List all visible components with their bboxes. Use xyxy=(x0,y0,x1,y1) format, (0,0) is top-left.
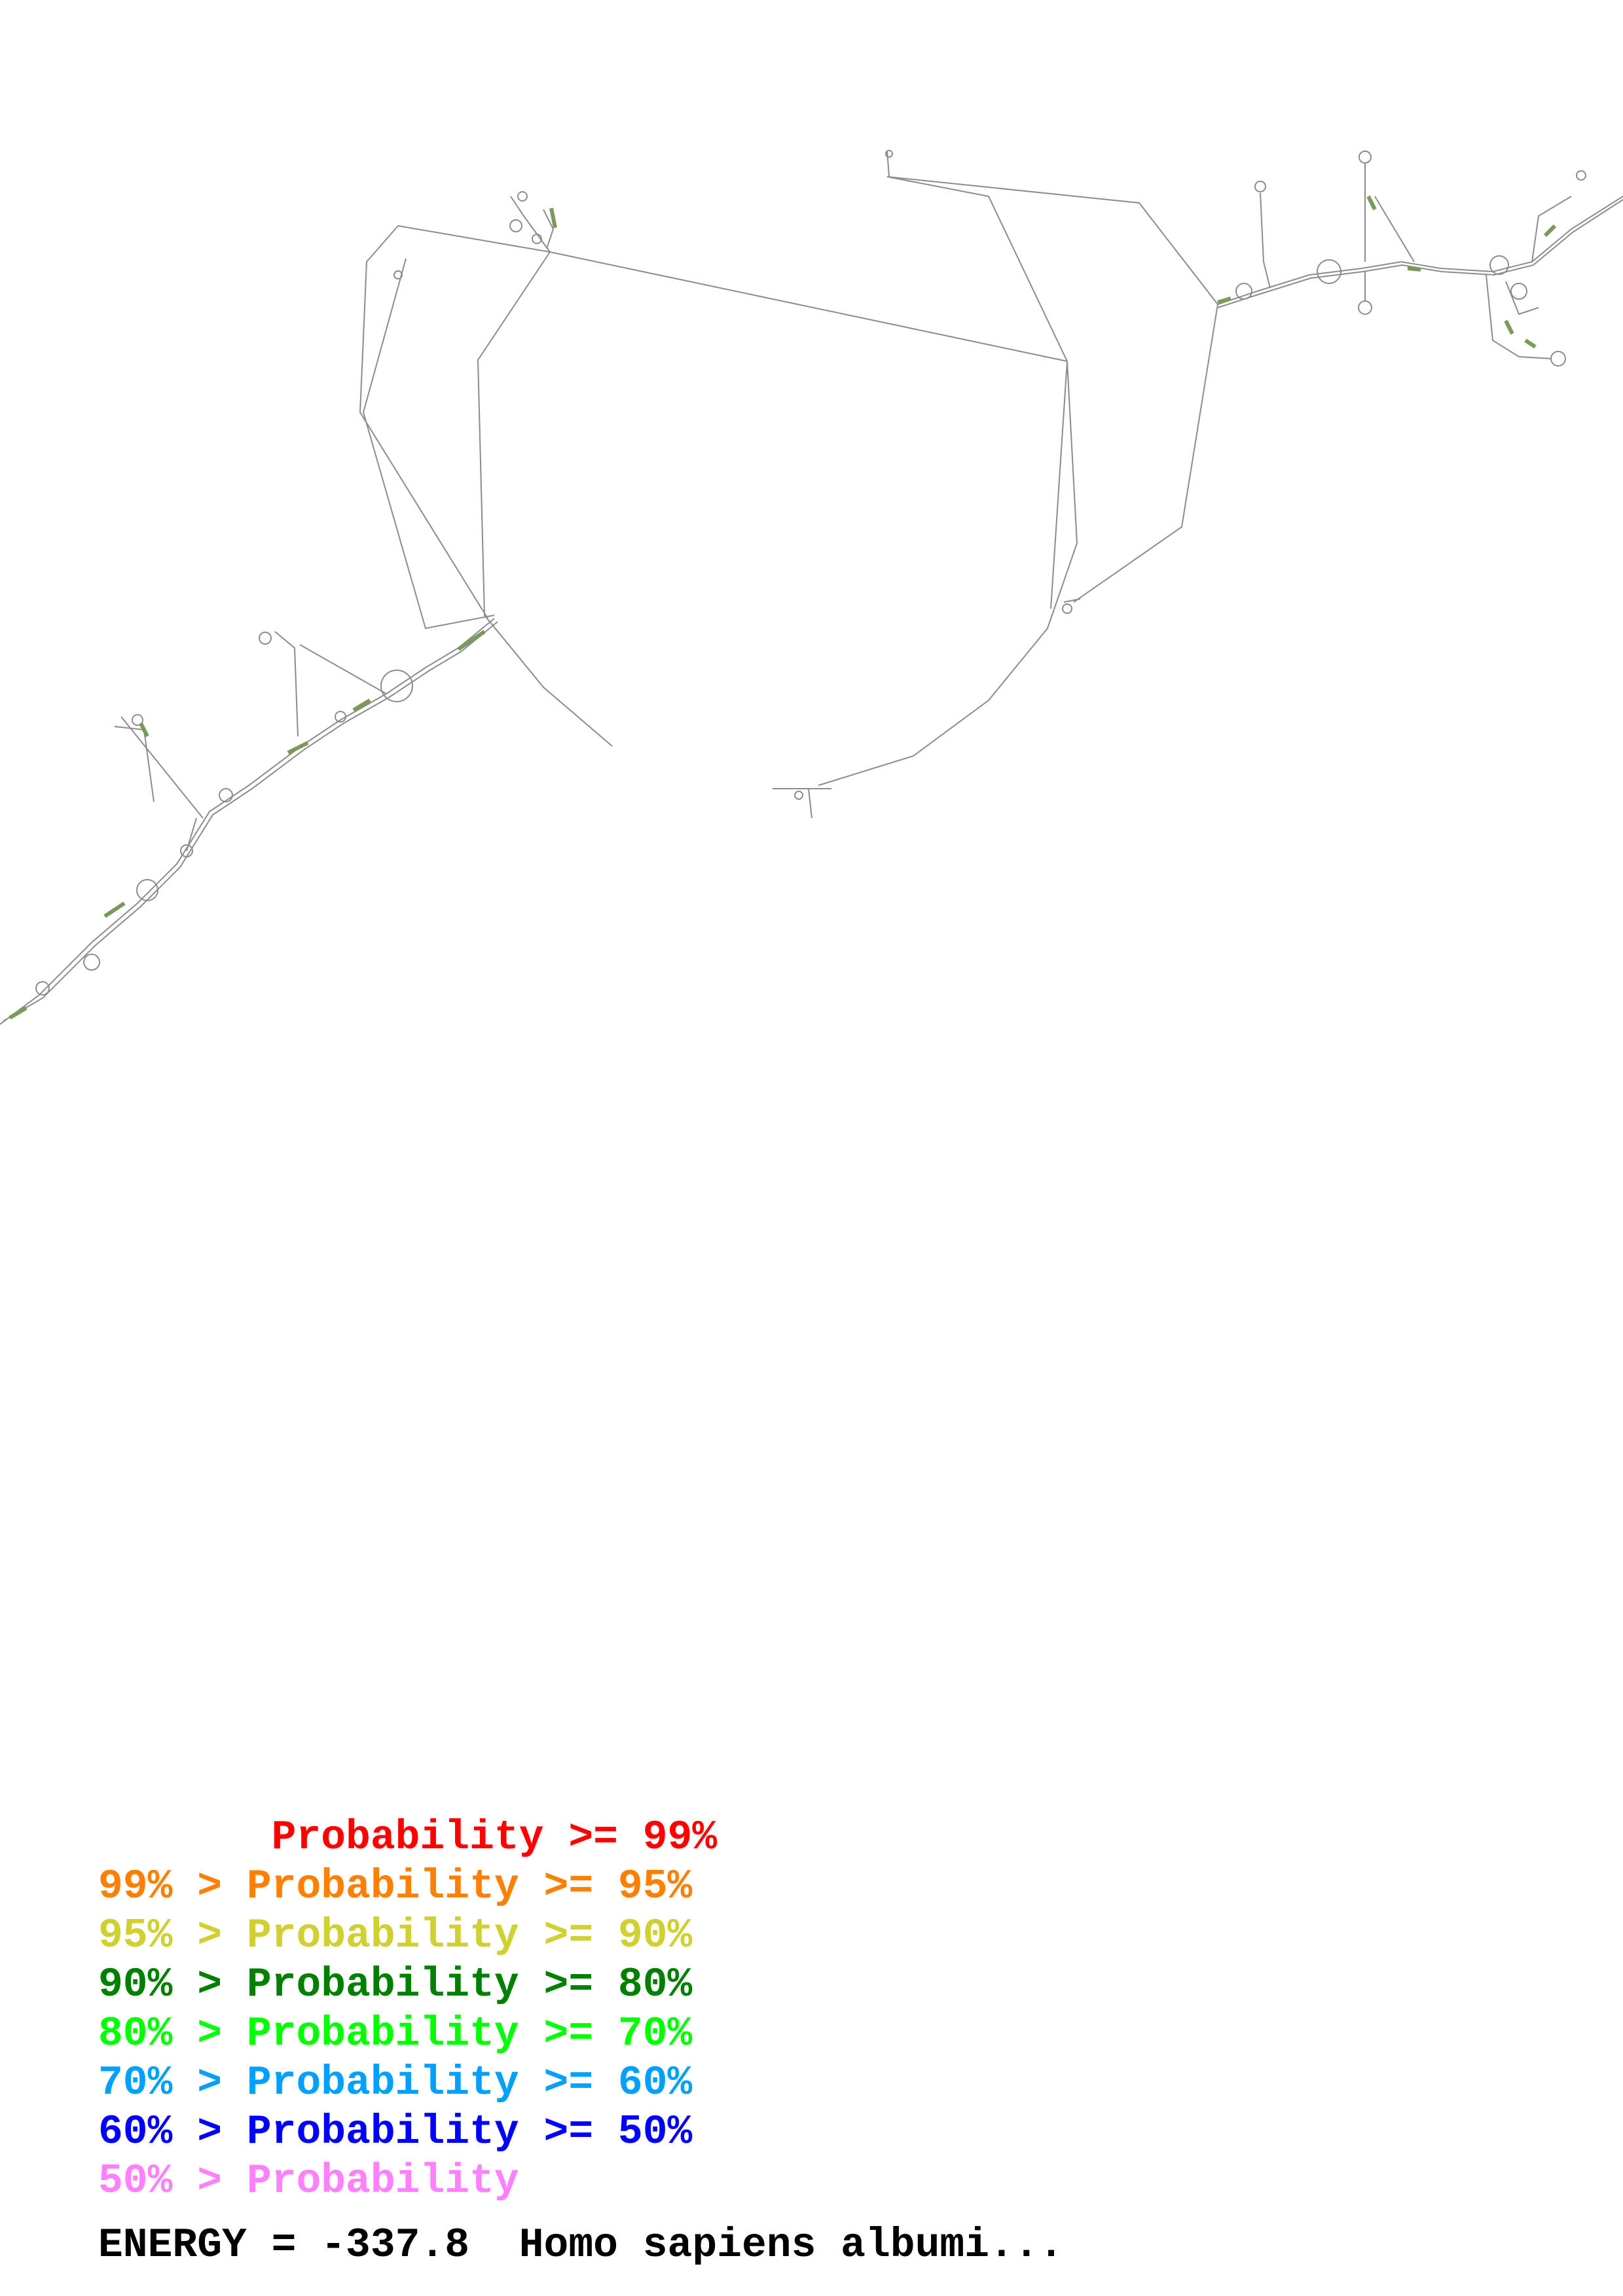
hairpin-loop xyxy=(259,632,272,645)
hairpin-loop xyxy=(794,791,803,800)
backbone-line xyxy=(886,176,1218,305)
rna-secondary-structure-diagram xyxy=(0,150,1623,1025)
helix-stem xyxy=(139,722,149,738)
helix-stem xyxy=(103,901,126,918)
backbone-line xyxy=(1217,196,1623,305)
backbone-line xyxy=(1050,361,1068,609)
hairpin-loop xyxy=(1576,170,1586,181)
hairpin-loop xyxy=(1358,300,1372,315)
interior-loop xyxy=(219,788,233,802)
backbone-line xyxy=(397,225,1068,362)
branch-stem xyxy=(1260,192,1271,289)
backbone-line xyxy=(886,176,1068,362)
hairpin-loop xyxy=(1359,151,1372,164)
hairpin-loop xyxy=(1510,283,1527,300)
interior-loop xyxy=(380,670,413,702)
interior-loop xyxy=(35,981,50,996)
hairpin-loop xyxy=(132,714,143,726)
legend-row: 70% > Probability >= 60% xyxy=(98,2060,693,2106)
branch-stem xyxy=(543,209,555,249)
backbone-line xyxy=(3,621,498,1022)
legend-row: Probability >= 99% xyxy=(98,1814,718,1861)
hairpin-loop xyxy=(335,711,346,723)
branch-stem xyxy=(886,150,890,177)
helix-stem xyxy=(9,1006,27,1020)
backbone-line xyxy=(299,644,387,694)
probability-legend: Probability >= 99% 99% > Probability >= 9… xyxy=(98,1813,717,2206)
helix-stem xyxy=(352,698,371,712)
hairpin-loop xyxy=(517,191,528,202)
legend-row: 90% > Probability >= 80% xyxy=(98,1962,693,2008)
helix-stem xyxy=(1524,338,1537,349)
helix-stem xyxy=(457,630,486,651)
backbone-line xyxy=(0,618,495,1025)
multiloop xyxy=(1235,283,1252,300)
branch-stem xyxy=(510,196,551,253)
interior-loop xyxy=(136,879,158,901)
hairpin-loop xyxy=(1254,181,1266,192)
backbone-line xyxy=(120,716,204,819)
hairpin-loop xyxy=(1550,351,1566,367)
interior-loop xyxy=(83,954,100,971)
helix-stem xyxy=(1543,224,1557,238)
branch-stem xyxy=(1531,196,1572,262)
branch-stem xyxy=(114,726,155,802)
hairpin-loop xyxy=(180,844,193,857)
branch-stem xyxy=(808,788,812,819)
branch-stem xyxy=(1505,281,1539,315)
hairpin-loop xyxy=(393,270,403,279)
hairpin-loop xyxy=(885,150,893,158)
branch-stem xyxy=(1374,196,1415,262)
branch-stem xyxy=(1486,274,1552,359)
legend-row: 99% > Probability >= 95% xyxy=(98,1863,693,1910)
helix-stem xyxy=(1366,195,1377,211)
helix-stem xyxy=(1504,319,1514,335)
legend-row: 80% > Probability >= 70% xyxy=(98,2011,693,2057)
backbone-line xyxy=(359,225,488,619)
helix-stem xyxy=(287,741,309,755)
multiloop xyxy=(1489,255,1509,275)
energy-label: ENERGY = -337.8 Homo sapiens albumi... xyxy=(98,2222,1064,2269)
backbone-line xyxy=(1217,199,1623,308)
backbone-line xyxy=(1073,304,1218,603)
backbone-line xyxy=(362,258,495,630)
branch-stem xyxy=(1063,598,1081,603)
legend-row: 95% > Probability >= 90% xyxy=(98,1912,693,1959)
hairpin-loop xyxy=(1062,603,1072,614)
helix-stem xyxy=(1407,266,1421,272)
backbone-line xyxy=(477,251,613,747)
branch-stem xyxy=(274,631,299,737)
helix-stem xyxy=(1217,296,1231,304)
multiloop xyxy=(509,219,522,232)
legend-row: 50% > Probability xyxy=(98,2158,519,2204)
backbone-line xyxy=(818,361,1078,786)
legend-row: 60% > Probability >= 50% xyxy=(98,2109,693,2155)
multiloop xyxy=(1317,259,1341,284)
helix-stem xyxy=(549,207,557,228)
branch-stem xyxy=(186,817,197,852)
